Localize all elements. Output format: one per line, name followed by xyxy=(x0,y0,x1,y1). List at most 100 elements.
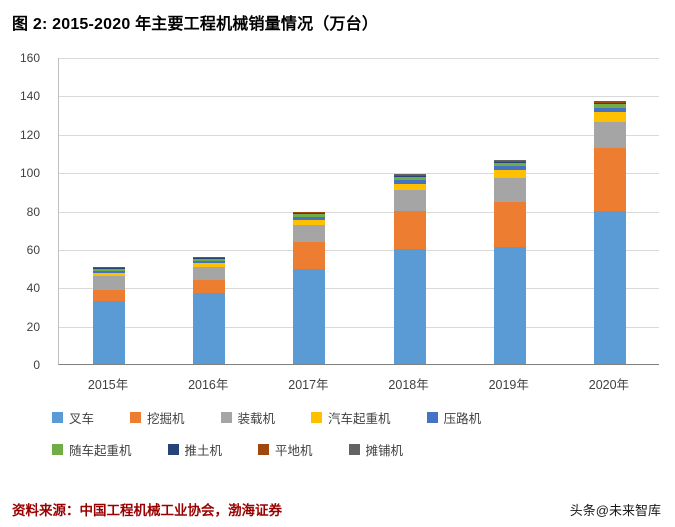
segment-压路机 xyxy=(393,180,426,184)
segment-随车起重机 xyxy=(593,104,626,108)
gridline xyxy=(59,288,659,290)
bar-2020年 xyxy=(593,100,626,364)
segment-随车起重机 xyxy=(393,177,426,181)
legend-label: 汽车起重机 xyxy=(328,412,391,426)
segment-汽车起重机 xyxy=(593,112,626,123)
segment-叉车 xyxy=(393,249,426,364)
segment-平地机 xyxy=(193,257,226,258)
gridline xyxy=(59,249,659,251)
segment-推土机 xyxy=(493,162,526,164)
legend-swatch-icon xyxy=(130,412,142,423)
segment-汽车起重机 xyxy=(193,263,226,267)
legend-swatch-icon xyxy=(348,444,360,455)
legend-label: 装载机 xyxy=(237,412,276,426)
segment-压路机 xyxy=(593,107,626,113)
legend-label: 压路机 xyxy=(443,412,482,426)
legend-label: 随车起重机 xyxy=(69,444,132,458)
legend-swatch-icon xyxy=(426,412,438,423)
segment-摊铺机 xyxy=(493,160,526,161)
segment-压路机 xyxy=(293,216,326,221)
x-tick-label: 2016年 xyxy=(188,378,229,392)
segment-压路机 xyxy=(93,270,126,274)
source-note: 资料来源：中国工程机械工业协会，渤海证券 xyxy=(12,503,282,518)
y-tick-label: 20 xyxy=(26,319,40,334)
gridline xyxy=(59,134,659,136)
legend-label: 推土机 xyxy=(184,444,223,458)
gridline xyxy=(59,173,659,175)
x-tick-label: 2020年 xyxy=(588,378,630,392)
x-axis: 2015年 2016年 2017年 2018年 2019年 2020年 xyxy=(58,370,658,392)
watermark-text: 头条@未来智库 xyxy=(569,503,661,518)
segment-挖掘机 xyxy=(393,210,426,250)
legend-label: 摊铺机 xyxy=(365,444,404,458)
y-tick-label: 100 xyxy=(19,166,40,181)
bar-2016年 xyxy=(193,256,226,364)
segment-挖掘机 xyxy=(293,241,326,269)
segment-随车起重机 xyxy=(493,163,526,167)
segment-叉车 xyxy=(493,247,526,364)
segment-汽车起重机 xyxy=(293,220,326,226)
legend-item-挖掘机: 挖掘机 xyxy=(130,408,185,427)
segment-汽车起重机 xyxy=(93,273,126,276)
segment-推土机 xyxy=(93,268,126,270)
segment-随车起重机 xyxy=(193,258,226,261)
x-tick-label: 2018年 xyxy=(388,378,429,392)
segment-推土机 xyxy=(193,257,226,259)
legend-label: 叉车 xyxy=(69,412,95,426)
y-tick-label: 140 xyxy=(19,89,40,104)
bar-2017年 xyxy=(293,211,326,364)
gridline xyxy=(59,96,659,98)
legend-item-压路机: 压路机 xyxy=(426,408,482,427)
legend-label: 挖掘机 xyxy=(147,412,185,426)
y-tick-label: 40 xyxy=(26,281,40,296)
segment-推土机 xyxy=(293,213,326,215)
gridline xyxy=(59,58,659,59)
legend-swatch-icon xyxy=(220,412,232,423)
segment-装载机 xyxy=(593,122,626,148)
segment-摊铺机 xyxy=(393,173,426,175)
segment-叉车 xyxy=(193,293,226,364)
segment-叉车 xyxy=(593,210,626,364)
legend-swatch-icon xyxy=(167,444,179,455)
legend-row: 随车起重机 推土机 平地机 摊铺机 xyxy=(52,440,675,459)
y-tick-label: 60 xyxy=(26,242,40,257)
segment-平地机 xyxy=(293,212,326,214)
bar-2018年 xyxy=(393,173,426,364)
stacked-bar-chart: 0 20 40 60 80 100 120 140 160 2015年 2016年 2017年 201… xyxy=(0,44,675,392)
segment-随车起重机 xyxy=(293,214,326,217)
legend-swatch-icon xyxy=(258,444,270,455)
segment-推土机 xyxy=(593,102,626,105)
segment-压路机 xyxy=(493,166,526,171)
segment-装载机 xyxy=(393,190,426,211)
segment-装载机 xyxy=(193,266,226,280)
y-tick-label: 160 xyxy=(19,51,40,65)
legend-swatch-icon xyxy=(311,412,323,423)
segment-挖掘机 xyxy=(193,279,226,294)
segment-平地机 xyxy=(493,160,526,162)
segment-汽车起重机 xyxy=(493,170,526,179)
segment-平地机 xyxy=(593,101,626,103)
y-axis: 0 20 40 60 80 100 120 140 160 xyxy=(0,51,48,372)
legend-item-随车起重机: 随车起重机 xyxy=(52,440,132,459)
segment-挖掘机 xyxy=(593,147,626,211)
legend-row: 叉车 挖掘机 装载机 汽车起重机 压路机 xyxy=(52,408,675,427)
legend-item-推土机: 推土机 xyxy=(167,440,223,459)
legend-item-平地机: 平地机 xyxy=(258,440,313,459)
segment-摊铺机 xyxy=(593,100,626,102)
segment-压路机 xyxy=(193,260,226,264)
segment-挖掘机 xyxy=(493,202,526,248)
legend-swatch-icon xyxy=(52,412,63,423)
segment-装载机 xyxy=(493,178,526,203)
bar-2019年 xyxy=(493,160,526,364)
legend-swatch-icon xyxy=(52,444,63,455)
y-tick-label: 80 xyxy=(26,204,40,219)
y-tick-label: 0 xyxy=(33,358,40,372)
chart-legend: 叉车 挖掘机 装载机 汽车起重机 压路机随车起重机 推土机 平地机 摊铺机 xyxy=(52,408,675,459)
bar-2015年 xyxy=(93,266,126,364)
segment-随车起重机 xyxy=(93,269,126,271)
legend-item-叉车: 叉车 xyxy=(52,408,94,427)
segment-叉车 xyxy=(93,300,126,364)
segment-推土机 xyxy=(393,175,426,178)
legend-label: 平地机 xyxy=(275,444,313,458)
